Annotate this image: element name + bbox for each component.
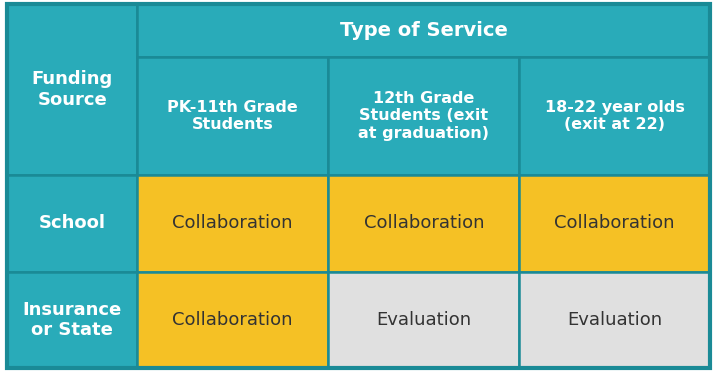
Bar [137,4,710,57]
Bar [137,272,328,368]
Bar [7,175,137,272]
Bar [328,57,519,175]
Bar [328,272,519,368]
Text: 18-22 year olds
(exit at 22): 18-22 year olds (exit at 22) [545,100,685,132]
Bar [328,175,519,272]
Bar [519,57,710,175]
Bar [519,272,710,368]
Text: School: School [39,214,105,232]
Text: Collaboration: Collaboration [364,214,484,232]
Bar [137,175,328,272]
Bar [7,4,137,175]
Bar [7,272,137,368]
Text: Collaboration: Collaboration [554,214,675,232]
Bar [519,175,710,272]
Text: Evaluation: Evaluation [376,311,471,329]
Text: Insurance
or State: Insurance or State [22,301,122,339]
Text: Collaboration: Collaboration [173,214,293,232]
Text: 12th Grade
Students (exit
at graduation): 12th Grade Students (exit at graduation) [358,91,489,141]
Text: Type of Service: Type of Service [340,21,508,40]
Bar [137,57,328,175]
Text: PK-11th Grade
Students: PK-11th Grade Students [167,100,298,132]
Text: Evaluation: Evaluation [567,311,663,329]
Text: Funding
Source: Funding Source [32,70,113,109]
Text: Collaboration: Collaboration [173,311,293,329]
